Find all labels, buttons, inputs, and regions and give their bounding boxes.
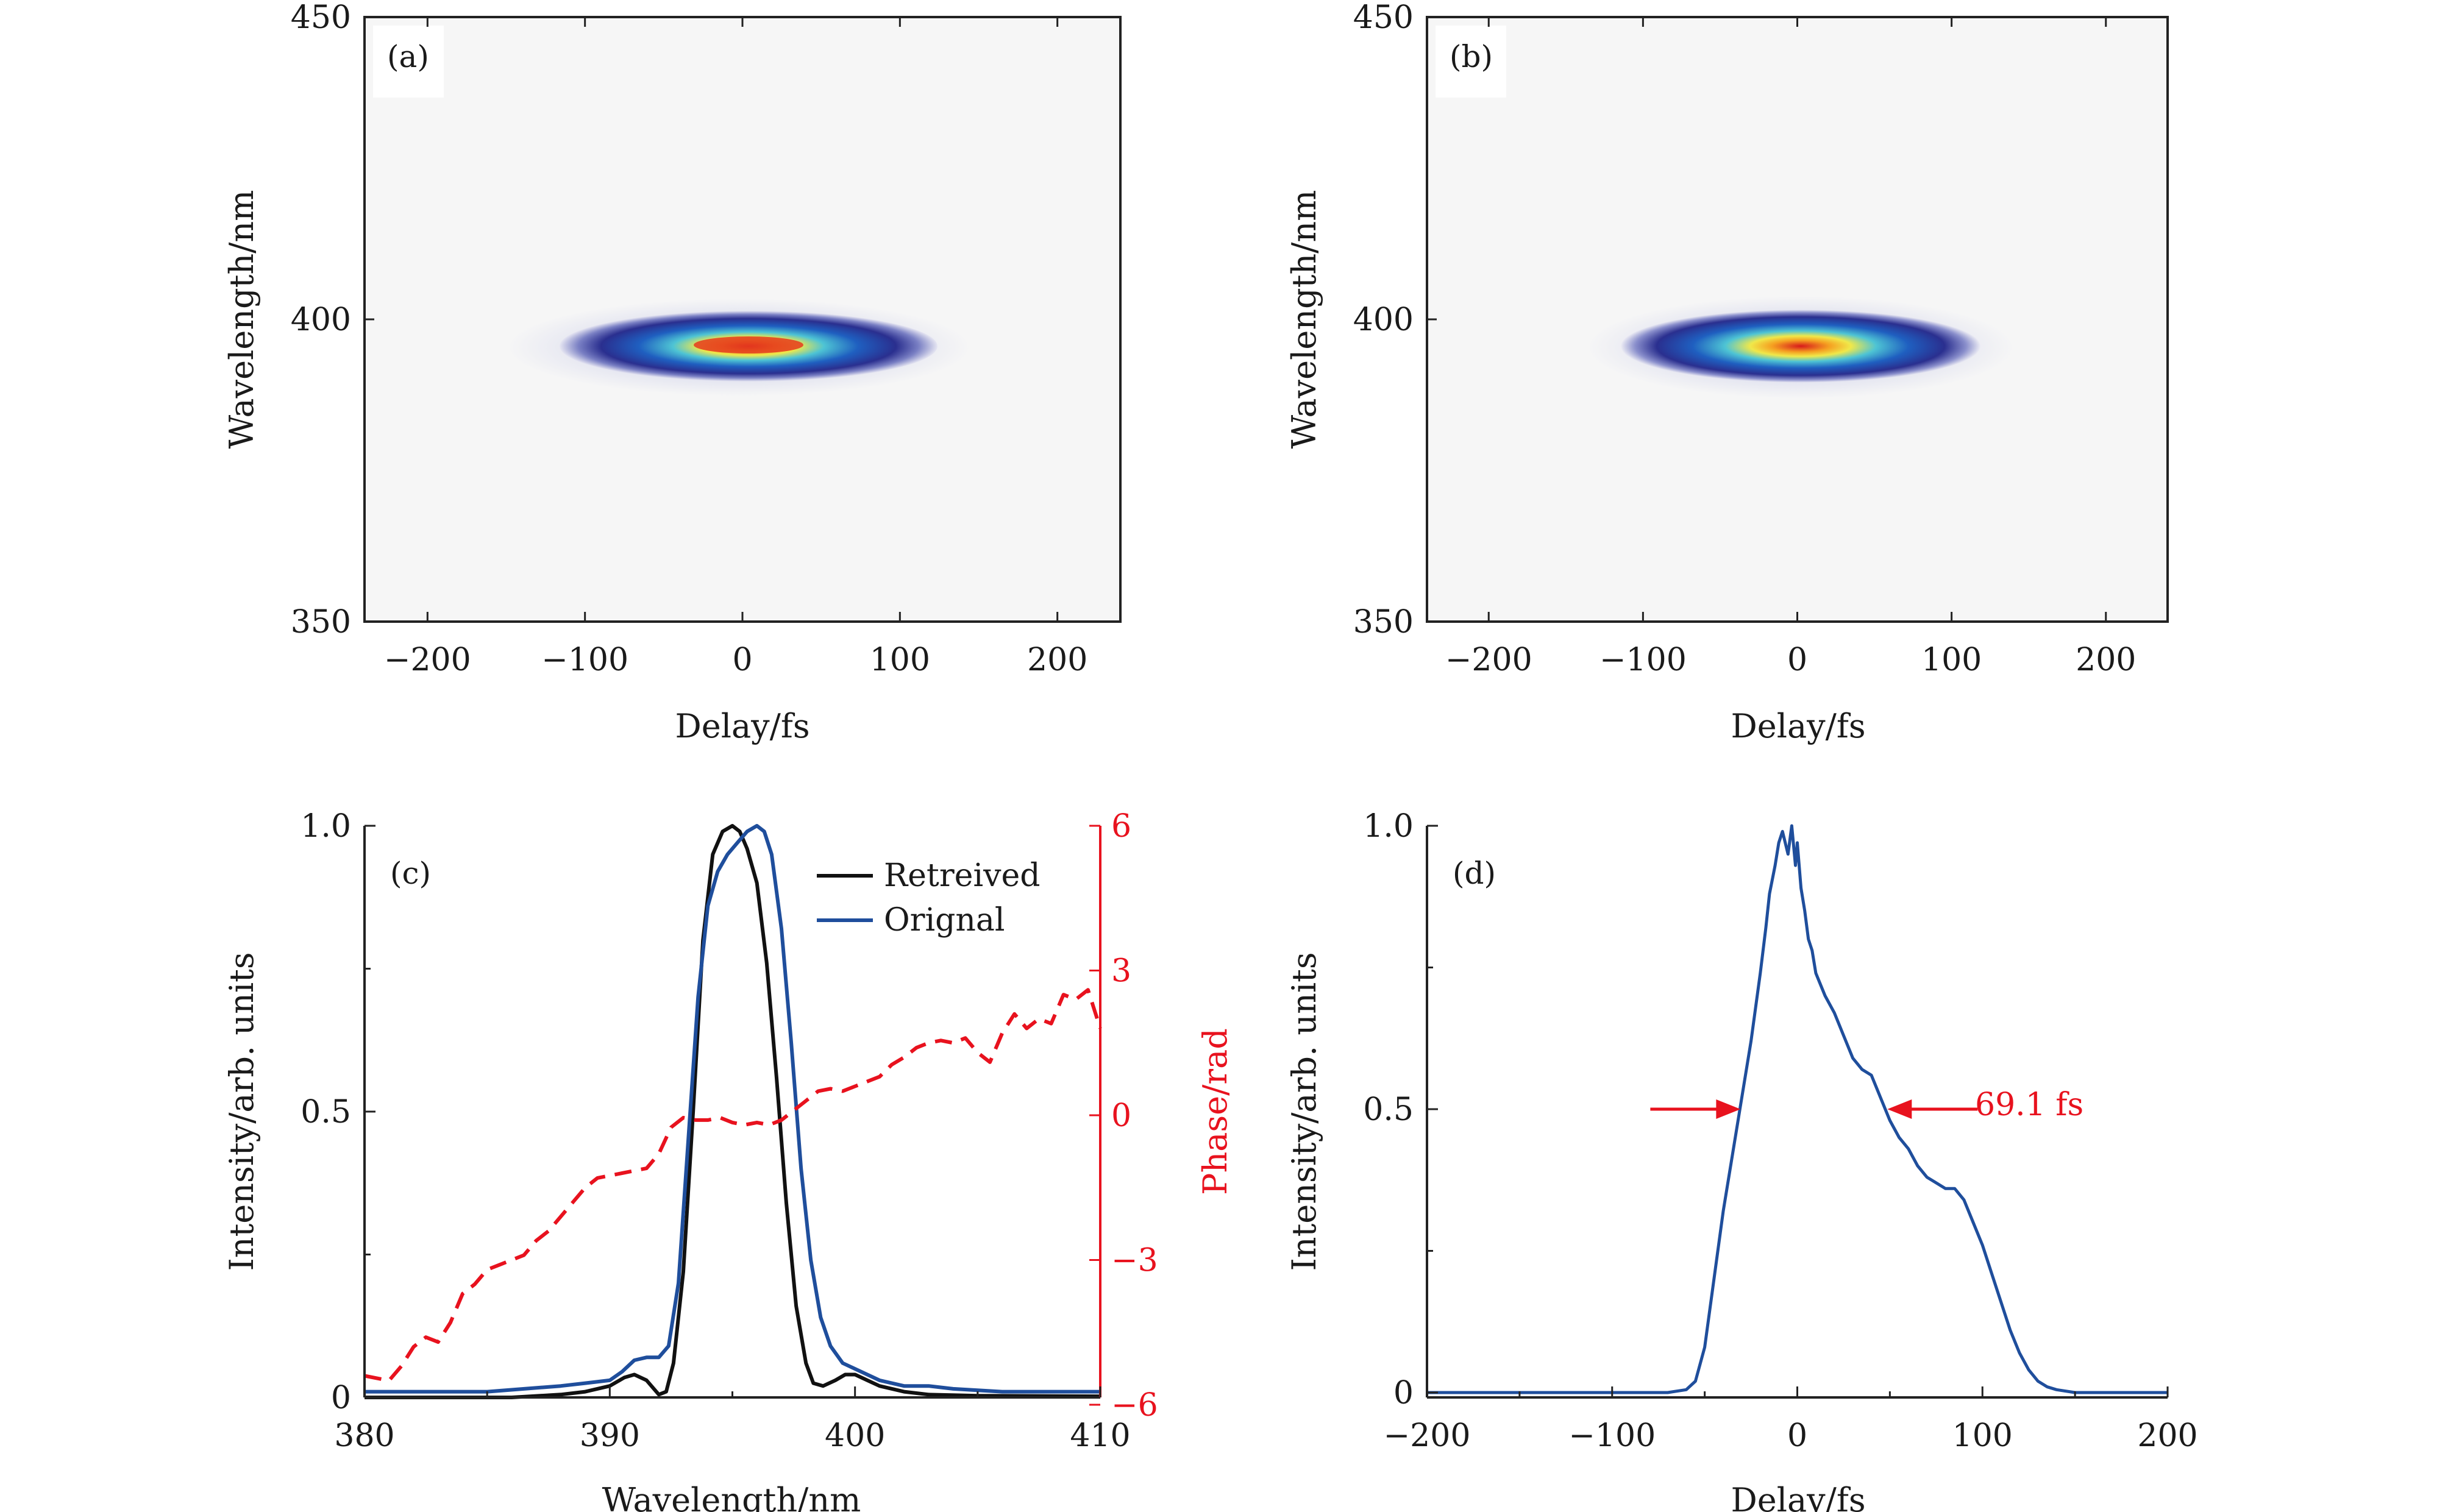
panel-a-ytick-label: 450 — [291, 0, 351, 36]
panel-b-ytick-label: 350 — [1353, 604, 1414, 641]
panel-a-ytick-label: 350 — [291, 604, 351, 641]
panel-d-label: (d) — [1453, 856, 1496, 891]
panel-c-label: (c) — [390, 856, 431, 891]
panel-d-ytick-label: 0.5 — [1363, 1091, 1414, 1128]
panel-a-heatmap — [507, 299, 970, 396]
panel-c-y2tick-label: 0 — [1111, 1098, 1131, 1134]
panel-c-xtick-label: 390 — [580, 1418, 640, 1454]
panel-b-ytick-label: 450 — [1353, 0, 1414, 36]
panel-a: (a) −200 −100 0 100 200 350 400 450 Delay/fs Wa… — [222, 0, 1122, 745]
fwhm-arrow-right-head — [1887, 1099, 1912, 1119]
panel-a-ytick-label: 400 — [291, 302, 351, 338]
panel-c-axes: 380 390 400 410 0 0.5 1.0 −6 −3 0 3 6 — [301, 808, 1158, 1454]
panel-c-y2tick-label: −6 — [1111, 1387, 1158, 1424]
panel-b-xtick-label: −100 — [1599, 642, 1687, 678]
panel-d-xtick-label: −100 — [1568, 1418, 1656, 1454]
panel-c-ytick-label: 0 — [331, 1380, 351, 1416]
panel-c-xlabel: Wavelength/nm — [602, 1481, 861, 1512]
panel-b-label: (b) — [1450, 39, 1493, 74]
panel-d-series — [1427, 824, 2168, 1394]
panel-d-xlabel: Delay/fs — [1731, 1481, 1865, 1512]
panel-d-plot-area — [1427, 826, 2168, 1397]
panel-a-axes: −200 −100 0 100 200 350 400 450 — [291, 0, 1088, 678]
panel-c-ytick-label: 0.5 — [301, 1094, 351, 1130]
panel-b-xtick-label: −200 — [1445, 642, 1532, 678]
panel-a-xlabel: Delay/fs — [675, 707, 809, 745]
panel-b-axes: −200 −100 0 100 200 350 400 450 — [1353, 0, 2137, 678]
panel-a-label: (a) — [387, 39, 429, 74]
panel-b-ylabel: Wavelength/nm — [1285, 190, 1323, 449]
legend-label-original: Orignal — [884, 902, 1005, 939]
panel-a-xtick-label: 100 — [870, 642, 930, 678]
panel-c-series-phase — [364, 988, 1102, 1383]
panel-b-label-box — [1436, 26, 1506, 98]
panel-c-xtick-label: 410 — [1070, 1418, 1130, 1454]
panel-c-series-retrieved — [365, 824, 1101, 1399]
panel-d-ytick-label: 1.0 — [1363, 808, 1414, 845]
panel-c-y2tick-label: 3 — [1111, 953, 1131, 990]
panel-b-xtick-label: 100 — [1921, 642, 1982, 678]
panel-d-ylabel: Intensity/arb. units — [1285, 952, 1323, 1271]
panel-d-axes: −200 −100 0 100 200 0 0.5 1.0 — [1363, 808, 2197, 1454]
panel-d-fwhm-annotation — [1650, 1099, 1978, 1119]
panel-d-xtick-label: 200 — [2137, 1418, 2197, 1454]
panel-c-y2tick-label: 6 — [1111, 808, 1131, 845]
panel-d-xtick-label: 100 — [1952, 1418, 2013, 1454]
panel-c-y2label: Phase/rad — [1196, 1028, 1234, 1195]
panel-a-xtick-label: 200 — [1027, 642, 1087, 678]
panel-c: (c) 380 390 400 410 0 0.5 1.0 −6 −3 0 3 6 Retreived… — [222, 808, 1234, 1512]
fwhm-arrow-left-head — [1716, 1099, 1741, 1119]
panel-c-xtick-label: 380 — [334, 1418, 394, 1454]
panel-d-fwhm-label: 69.1 fs — [1975, 1087, 2083, 1123]
panel-c-series-original — [365, 824, 1100, 1394]
panel-a-xtick-label: −100 — [541, 642, 628, 678]
panel-b-ytick-label: 400 — [1353, 302, 1414, 338]
panel-b: (b) −200 −100 0 100 200 350 400 450 Delay/fs Wa… — [1285, 0, 2169, 745]
panel-d-xtick-label: 0 — [1787, 1418, 1807, 1454]
panel-b-xtick-label: 0 — [1787, 642, 1807, 678]
panel-c-legend: Retreived Orignal — [817, 857, 1041, 939]
panel-c-ytick-label: 1.0 — [301, 808, 351, 845]
panel-b-xlabel: Delay/fs — [1731, 707, 1865, 745]
legend-label-retrieved: Retreived — [884, 857, 1041, 894]
panel-a-core — [694, 336, 803, 353]
panel-b-heatmap — [1587, 296, 2014, 399]
panel-a-ylabel: Wavelength/nm — [222, 190, 261, 449]
panel-c-ylabel: Intensity/arb. units — [222, 952, 261, 1271]
panel-c-xtick-label: 400 — [825, 1418, 885, 1454]
panel-a-xtick-label: 0 — [732, 642, 752, 678]
panel-c-plot-area — [365, 826, 1100, 1397]
panel-c-y2tick-label: −3 — [1111, 1243, 1158, 1279]
panel-d-series-intensity — [1427, 824, 2168, 1394]
panel-c-series — [364, 824, 1102, 1399]
panel-b-trace — [1621, 310, 1980, 383]
panel-b-xtick-label: 200 — [2076, 642, 2136, 678]
panel-a-xtick-label: −200 — [384, 642, 471, 678]
panel-d-xtick-label: −200 — [1384, 1418, 1471, 1454]
panel-d: (d) −200 −100 0 100 200 0 0.5 1.0 69.1 fs Delay… — [1285, 808, 2198, 1512]
panel-a-label-box — [373, 26, 444, 98]
panel-d-ytick-label: 0 — [1393, 1375, 1414, 1411]
